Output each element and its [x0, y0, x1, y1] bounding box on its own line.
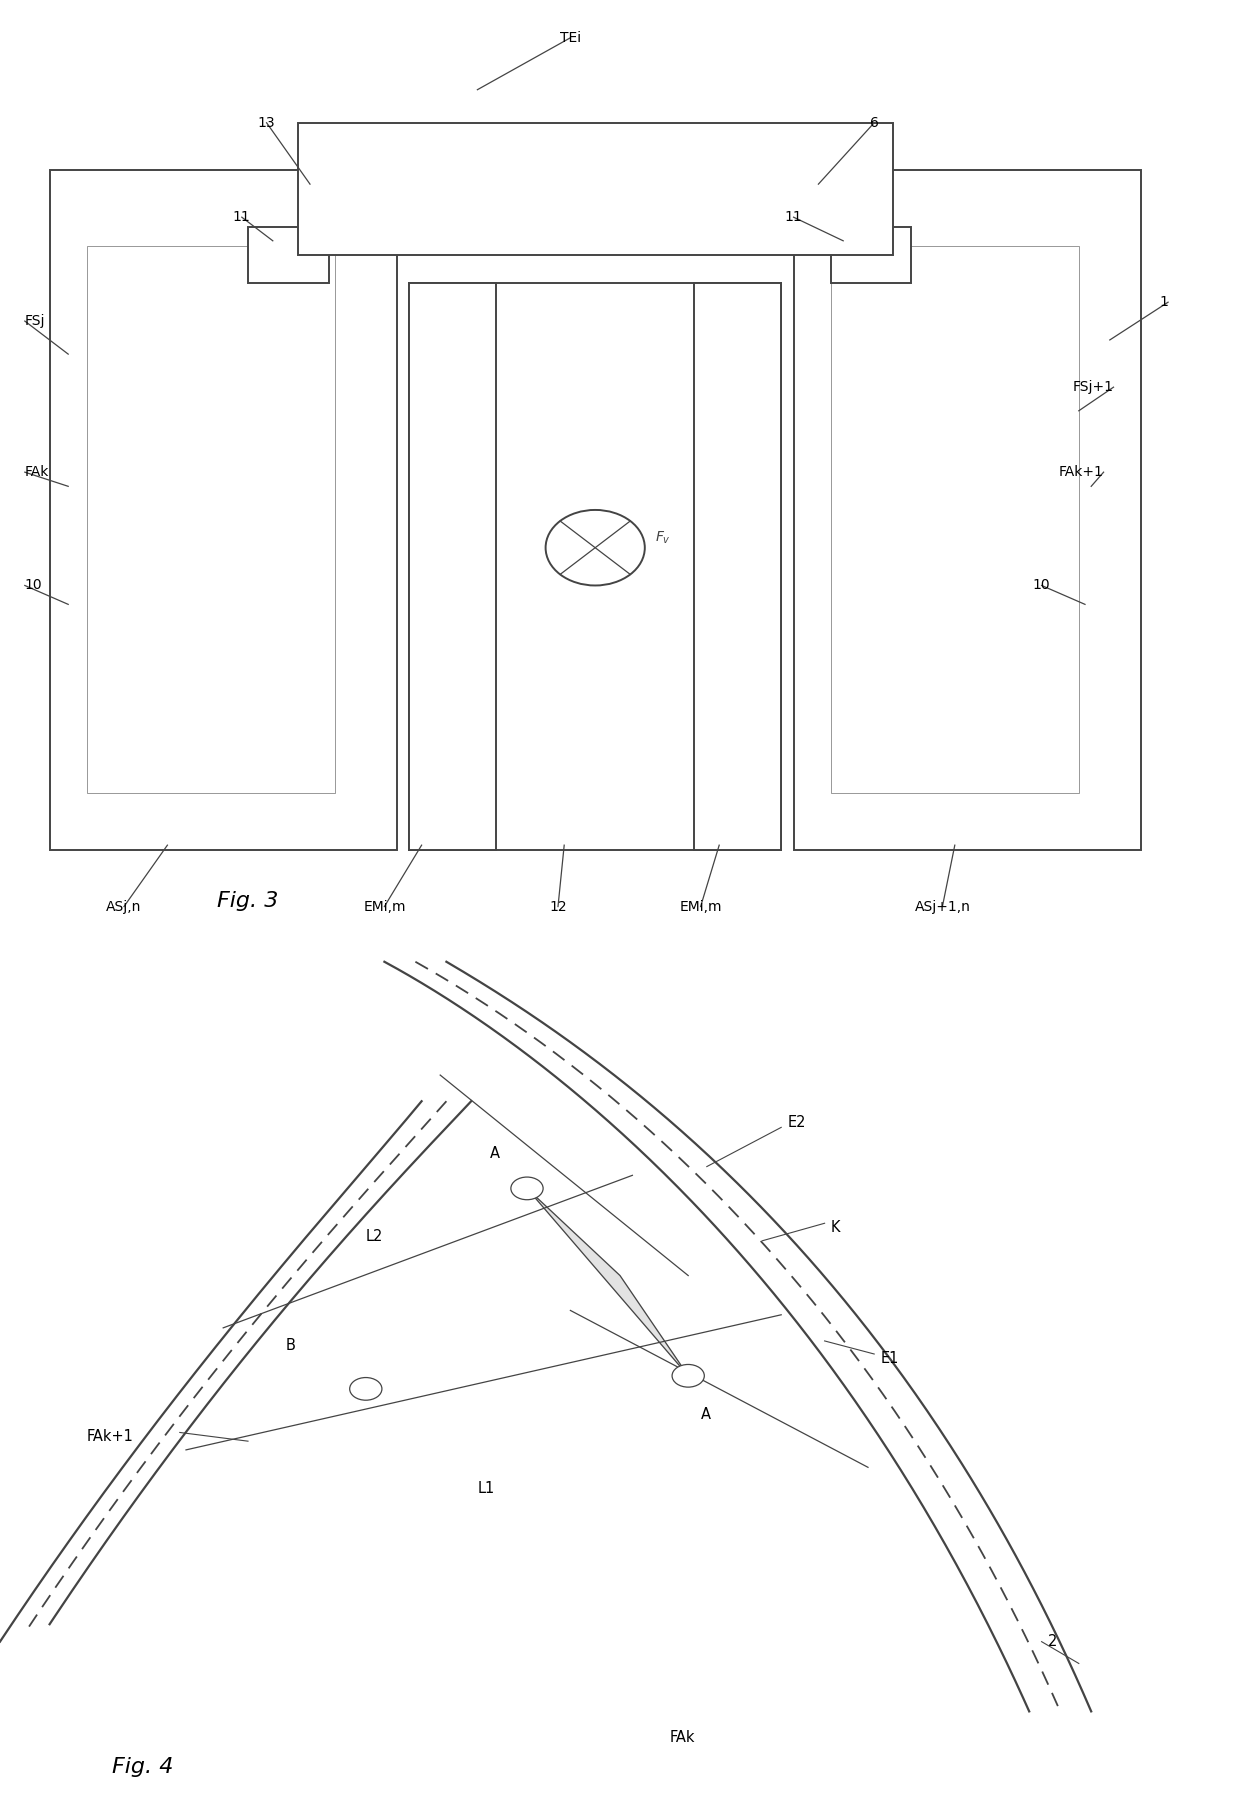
Circle shape [350, 1378, 382, 1400]
Text: 1: 1 [1159, 296, 1168, 309]
Text: L1: L1 [477, 1482, 495, 1496]
Text: Fig. 4: Fig. 4 [112, 1756, 174, 1776]
Text: EMi,m: EMi,m [680, 899, 722, 913]
Polygon shape [50, 171, 397, 850]
Text: A: A [701, 1407, 711, 1422]
Text: A: A [490, 1146, 500, 1160]
Text: B: B [285, 1338, 295, 1353]
Text: 13: 13 [258, 116, 275, 129]
Text: FAk+1: FAk+1 [1059, 465, 1104, 479]
Circle shape [672, 1364, 704, 1387]
Text: FAk: FAk [25, 465, 50, 479]
Polygon shape [831, 227, 911, 283]
Text: E2: E2 [787, 1115, 806, 1130]
Text: 10: 10 [1033, 579, 1050, 592]
Text: E1: E1 [880, 1351, 899, 1366]
Text: 2: 2 [1048, 1634, 1058, 1649]
Text: FAk+1: FAk+1 [87, 1429, 134, 1444]
Text: Fig. 3: Fig. 3 [217, 892, 279, 912]
Text: 12: 12 [549, 899, 567, 913]
Polygon shape [298, 123, 893, 254]
Polygon shape [694, 283, 781, 850]
Text: FSj+1: FSj+1 [1073, 380, 1114, 394]
Text: TEi: TEi [559, 31, 582, 45]
Polygon shape [409, 283, 781, 850]
Text: ASj+1,n: ASj+1,n [914, 899, 971, 913]
Text: FAk: FAk [670, 1731, 696, 1745]
Text: L2: L2 [366, 1229, 383, 1244]
Polygon shape [248, 227, 329, 283]
Text: 6: 6 [869, 116, 879, 129]
Text: 11: 11 [785, 211, 802, 223]
Text: $F_v$: $F_v$ [655, 530, 671, 547]
Text: 11: 11 [233, 211, 250, 223]
Text: EMi,m: EMi,m [363, 899, 405, 913]
Text: 10: 10 [25, 579, 42, 592]
Polygon shape [527, 1188, 688, 1377]
Text: FSj: FSj [25, 314, 46, 329]
Text: K: K [831, 1220, 841, 1235]
Polygon shape [794, 171, 1141, 850]
Polygon shape [409, 283, 496, 850]
Text: ASj,n: ASj,n [107, 899, 141, 913]
Circle shape [511, 1177, 543, 1200]
